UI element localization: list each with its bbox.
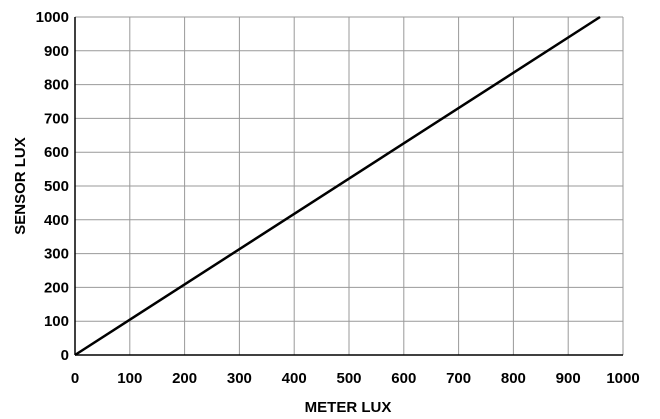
x-tick-labels: 0 100 200 300 400 500 600 700 800 900 1000 xyxy=(71,370,640,387)
y-tick-label: 200 xyxy=(44,279,69,296)
axes xyxy=(74,17,623,356)
y-tick-label: 600 xyxy=(44,144,69,161)
x-tick-label: 900 xyxy=(556,370,581,387)
x-tick-label: 1000 xyxy=(606,370,639,387)
y-tick-label: 500 xyxy=(44,178,69,195)
y-tick-label: 100 xyxy=(44,313,69,330)
y-tick-label: 400 xyxy=(44,212,69,229)
series xyxy=(74,15,601,357)
y-tick-label: 1000 xyxy=(36,9,69,26)
y-tick-label: 300 xyxy=(44,246,69,263)
y-tick-label: 700 xyxy=(44,110,69,127)
y-tick-label: 0 xyxy=(61,347,69,364)
y-axis-title: SENSOR LUX xyxy=(12,137,29,235)
x-tick-label: 800 xyxy=(501,370,526,387)
x-tick-label: 700 xyxy=(446,370,471,387)
x-tick-label: 0 xyxy=(71,370,79,387)
y-tick-label: 900 xyxy=(44,43,69,60)
x-tick-label: 500 xyxy=(336,370,361,387)
x-tick-label: 600 xyxy=(391,370,416,387)
grid xyxy=(75,16,624,355)
y-tick-label: 800 xyxy=(44,77,69,94)
x-tick-label: 300 xyxy=(227,370,252,387)
x-axis-title: METER LUX xyxy=(305,399,392,416)
series-line xyxy=(74,15,601,357)
x-tick-label: 400 xyxy=(282,370,307,387)
x-tick-label: 200 xyxy=(172,370,197,387)
y-tick-labels: 0 100 200 300 400 500 600 700 800 900 1000 xyxy=(36,9,69,364)
x-tick-label: 100 xyxy=(117,370,142,387)
